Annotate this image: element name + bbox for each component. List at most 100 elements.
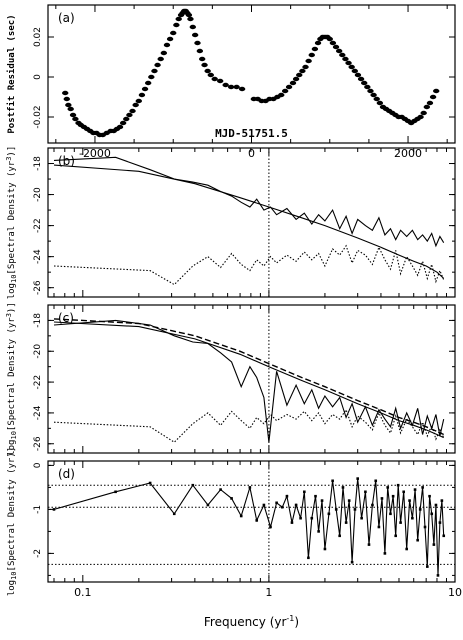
data-point [160, 50, 168, 56]
y-tick-label: -18 [33, 313, 43, 328]
data-point [354, 72, 362, 78]
data-point [433, 88, 440, 94]
x-tick-label: 0.1 [74, 586, 92, 599]
series-marker [347, 499, 351, 502]
data-point [426, 100, 434, 106]
series-marker [389, 512, 392, 516]
data-point [302, 64, 309, 70]
data-point [173, 22, 180, 28]
data-point [67, 106, 74, 112]
data-point [326, 36, 333, 42]
panel-label: (a) [58, 11, 75, 25]
data-point [292, 76, 300, 82]
series-marker [219, 488, 222, 491]
series-marker [377, 525, 381, 529]
series-marker [280, 505, 284, 509]
data-point [144, 80, 152, 86]
data-point [314, 40, 322, 46]
data-point [204, 68, 211, 74]
series-marker [356, 477, 359, 480]
data-point [211, 76, 218, 82]
y-tick-label: -18 [33, 156, 43, 171]
data-point [364, 84, 371, 90]
series-line [53, 321, 444, 439]
series-marker [405, 547, 408, 551]
data-point [420, 110, 427, 116]
data-point [216, 78, 224, 84]
series-marker [434, 503, 438, 507]
y-tick-label: 0 [33, 74, 43, 80]
series-marker [230, 497, 233, 500]
series-marker [314, 494, 317, 498]
data-point [196, 48, 204, 54]
data-point [299, 68, 306, 74]
y-tick-label: -0.02 [33, 105, 43, 128]
data-point [116, 124, 124, 130]
series-marker [172, 512, 176, 516]
data-point [305, 58, 312, 64]
x-tick-label: 2000 [394, 147, 422, 160]
series-marker [239, 514, 243, 518]
series-marker [416, 538, 419, 542]
data-point [367, 88, 374, 94]
data-point [289, 80, 297, 86]
data-point [201, 62, 208, 68]
y-tick-label: 0.02 [33, 27, 43, 47]
data-point [370, 92, 377, 98]
y-tick-label: -20 [33, 344, 43, 359]
series-line [53, 244, 445, 286]
data-point [151, 68, 158, 74]
data-point [170, 30, 177, 36]
data-point [154, 62, 161, 68]
y-axis-label: log10[Spectral Density (yr3)] [5, 146, 18, 300]
data-point [423, 104, 431, 110]
series-marker [331, 479, 334, 483]
series-marker [275, 501, 278, 505]
series-marker [350, 560, 354, 564]
data-point [357, 76, 365, 82]
data-point [417, 114, 424, 120]
series-marker [360, 516, 363, 520]
series-marker [255, 519, 259, 522]
data-point [135, 98, 142, 104]
data-point [194, 40, 201, 46]
series-marker [421, 486, 424, 489]
data-point [63, 96, 70, 102]
series-marker [438, 521, 442, 524]
series-marker [430, 512, 434, 516]
series-line [53, 319, 445, 443]
series-marker [386, 486, 390, 489]
series-marker [380, 497, 384, 500]
series-marker [299, 516, 302, 520]
data-point [429, 94, 437, 100]
panel-label: (c) [58, 311, 74, 325]
series-marker [423, 525, 427, 529]
series-marker [114, 490, 117, 494]
series-marker [52, 508, 56, 511]
series-marker [248, 486, 252, 489]
series-marker [290, 521, 294, 524]
data-point [129, 108, 136, 114]
y-tick-label: -22 [33, 375, 43, 390]
panel-frame [47, 4, 456, 144]
data-point [339, 52, 346, 58]
panel-frame [47, 304, 456, 454]
series-marker [428, 494, 431, 498]
y-tick-label: -20 [33, 187, 43, 202]
y-axis-label: Postfit Residual (sec) [6, 14, 17, 133]
panel-frame [47, 147, 456, 298]
data-point [141, 86, 149, 92]
data-point [126, 112, 133, 118]
y-tick-label: -1 [33, 505, 43, 514]
data-point [72, 116, 79, 122]
x-tick-label: 1 [265, 586, 272, 599]
data-point [222, 82, 229, 88]
series-marker [269, 525, 272, 529]
data-point [342, 56, 349, 62]
series-marker [317, 530, 320, 533]
data-point [189, 24, 196, 30]
series-line [53, 156, 445, 248]
series-marker [436, 574, 440, 577]
series-marker [285, 494, 289, 498]
